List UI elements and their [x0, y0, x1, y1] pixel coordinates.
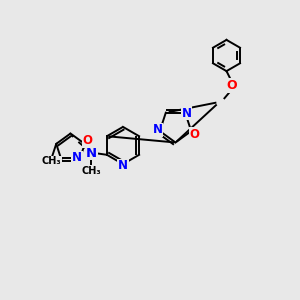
Text: O: O [189, 128, 199, 141]
Text: N: N [86, 147, 97, 160]
Text: O: O [82, 134, 92, 147]
Text: O: O [226, 79, 237, 92]
Text: CH₃: CH₃ [82, 166, 101, 176]
Text: N: N [152, 123, 162, 136]
Text: N: N [72, 151, 82, 164]
Text: N: N [182, 107, 192, 120]
Text: CH₃: CH₃ [42, 156, 62, 166]
Text: N: N [118, 159, 128, 172]
